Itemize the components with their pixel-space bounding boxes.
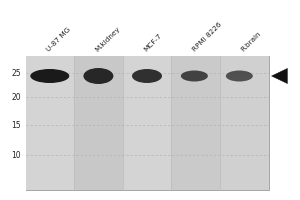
Text: U-87 MG: U-87 MG — [46, 27, 72, 53]
Bar — [26, 56, 74, 190]
Polygon shape — [272, 68, 287, 84]
Ellipse shape — [226, 71, 253, 82]
Text: MCF-7: MCF-7 — [143, 33, 163, 53]
Text: 15: 15 — [11, 120, 21, 130]
Text: RPMI 8226: RPMI 8226 — [191, 22, 223, 53]
Text: R.brain: R.brain — [240, 31, 262, 53]
Ellipse shape — [30, 69, 69, 83]
Bar — [74, 56, 123, 190]
Text: 20: 20 — [11, 92, 21, 102]
Bar — [220, 56, 268, 190]
Bar — [26, 56, 269, 190]
Bar — [123, 56, 171, 190]
Ellipse shape — [181, 71, 208, 82]
Text: 10: 10 — [11, 150, 21, 160]
Bar — [171, 56, 220, 190]
Text: M.kidney: M.kidney — [94, 26, 122, 53]
Ellipse shape — [83, 68, 113, 84]
Text: 25: 25 — [11, 68, 21, 77]
Ellipse shape — [132, 69, 162, 83]
